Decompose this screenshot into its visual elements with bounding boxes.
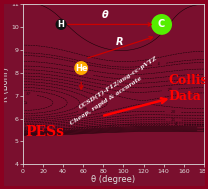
Text: 2: 2 — [203, 126, 205, 130]
Text: He: He — [75, 64, 88, 73]
Text: -37: -37 — [26, 92, 31, 97]
Text: -11: -11 — [171, 118, 176, 122]
Y-axis label: R (Bohr): R (Bohr) — [1, 67, 10, 101]
Text: H: H — [58, 20, 64, 29]
Point — [59, 23, 63, 26]
Text: R: R — [116, 37, 123, 47]
Text: C: C — [158, 19, 165, 29]
Text: -20: -20 — [170, 110, 176, 114]
Text: -20: -20 — [167, 88, 173, 92]
Text: -28: -28 — [83, 106, 89, 112]
X-axis label: θ (degree): θ (degree) — [91, 175, 135, 184]
Text: 8: 8 — [203, 129, 205, 133]
Text: CCSD(T)-F12/aug-cc-pVTZ: CCSD(T)-F12/aug-cc-pVTZ — [78, 56, 159, 110]
Text: PESs: PESs — [25, 125, 64, 139]
Point — [79, 67, 83, 70]
Text: θ: θ — [102, 10, 109, 20]
Text: Cheap, rapid & accurate: Cheap, rapid & accurate — [69, 76, 143, 126]
Text: -4: -4 — [175, 122, 177, 126]
Text: Collisional
Data: Collisional Data — [169, 74, 208, 103]
Text: -4: -4 — [157, 62, 161, 67]
Text: -11: -11 — [82, 71, 88, 76]
Point — [160, 23, 163, 26]
